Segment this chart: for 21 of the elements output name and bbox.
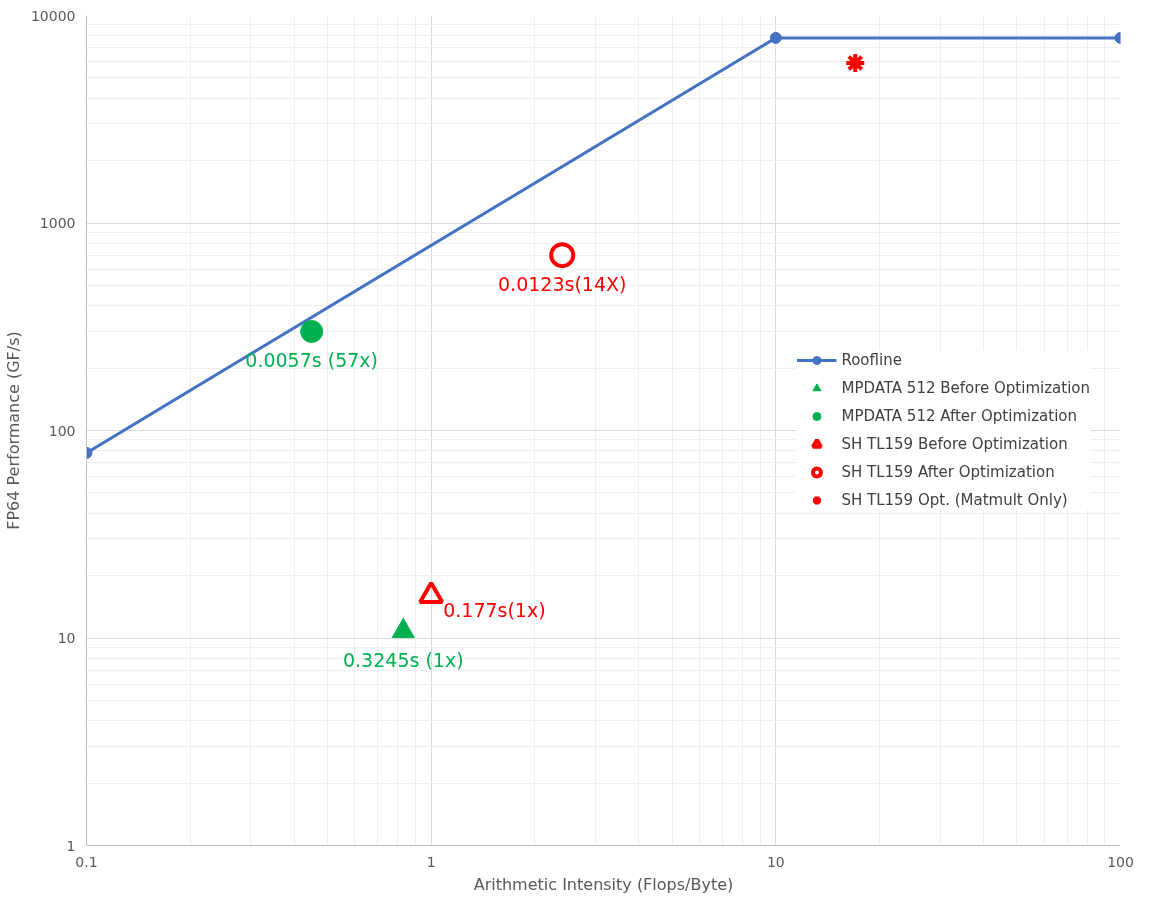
legend-label: SH TL159 Opt. (Matmult Only)	[841, 491, 1068, 509]
y-axis-title: FP64 Performance (GF/s)	[3, 331, 23, 530]
annotation: 0.3245s (1x)	[342, 649, 464, 672]
legend-label: MPDATA 512 Before Optimization	[841, 379, 1090, 397]
y-tick-label: 10	[57, 630, 76, 646]
y-tick-label: 10000	[30, 7, 76, 24]
annotation: 0.0123s(14X)	[498, 273, 627, 296]
x-axis-title: Arithmetic Intensity (Flops/Byte)	[473, 874, 734, 894]
x-tick-label: 1	[426, 853, 436, 870]
y-tick-label: 100	[48, 422, 76, 439]
x-tick-label: 10	[766, 853, 785, 870]
x-tick-label: 0.1	[75, 853, 98, 870]
x-tick-label: 100	[1107, 853, 1134, 870]
legend-label: Roofline	[841, 351, 902, 369]
annotation: 0.177s(1x)	[443, 598, 546, 621]
y-tick-label: 1	[66, 837, 76, 854]
annotation: 0.0057s (57x)	[245, 349, 378, 372]
legend-label: SH TL159 After Optimization	[841, 463, 1055, 481]
legend-label: SH TL159 Before Optimization	[841, 435, 1068, 453]
legend-label: MPDATA 512 After Optimization	[841, 407, 1077, 425]
y-tick-label: 1000	[39, 215, 76, 231]
